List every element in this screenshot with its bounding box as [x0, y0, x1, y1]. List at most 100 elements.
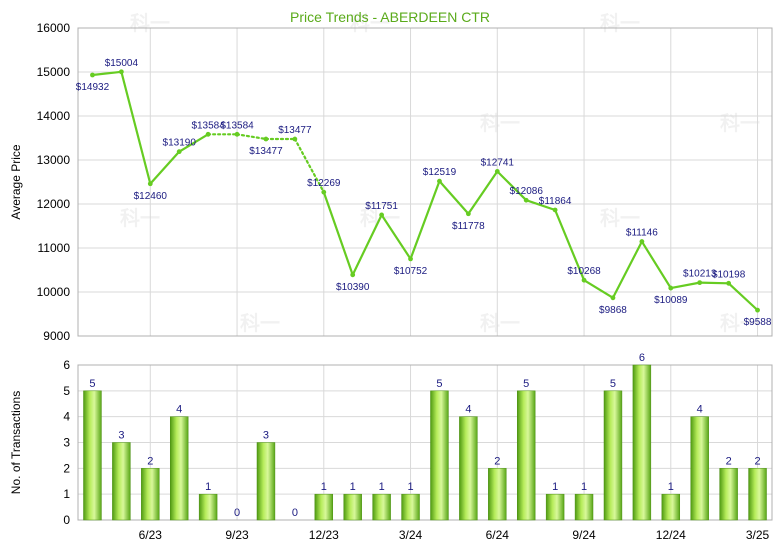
- price-point: [465, 211, 471, 217]
- price-point: [379, 212, 385, 218]
- price-line-segment: [409, 180, 441, 261]
- frame-layer: [77, 27, 773, 521]
- price-value-label: $12460: [134, 191, 168, 202]
- bar-value-label: 3: [263, 430, 269, 442]
- price-y-tick: 9000: [43, 329, 70, 343]
- chart-title: Price Trends - ABERDEEN CTR: [290, 9, 490, 25]
- transaction-bar: [430, 390, 449, 521]
- price-value-label: $14932: [76, 82, 110, 93]
- bar-value-label: 1: [321, 481, 327, 493]
- price-value-label: $12269: [307, 178, 341, 189]
- price-line-segment: [91, 70, 123, 77]
- transaction-bar: [632, 364, 652, 521]
- price-value-label: $13190: [163, 138, 197, 149]
- watermark-text: 科一: [120, 206, 160, 230]
- watermark-text: 科一: [350, 11, 390, 35]
- price-y-axis-label: Average Price: [9, 144, 23, 219]
- x-tick-label: 3/24: [399, 528, 423, 542]
- bar-y-axis-label: No. of Transactions: [9, 391, 23, 494]
- price-y-tick: 11000: [38, 241, 71, 255]
- price-point: [726, 280, 732, 286]
- price-value-label: $10089: [654, 295, 688, 306]
- transaction-bar: [748, 468, 767, 521]
- price-point: [639, 239, 645, 244]
- transaction-bar: [256, 442, 276, 521]
- price-y-tick: 12000: [37, 197, 71, 211]
- price-value-label: $9588: [744, 317, 772, 328]
- transaction-bar: [198, 493, 218, 521]
- x-tick-label: 6/23: [139, 528, 163, 542]
- bar-y-tick: 1: [63, 487, 70, 501]
- price-point: [668, 285, 674, 291]
- price-value-label: $11864: [539, 196, 572, 207]
- price-value-label: $11146: [626, 228, 658, 239]
- transaction-bar: [545, 493, 565, 521]
- bar-value-label: 4: [465, 404, 471, 416]
- bar-y-tick: 4: [63, 410, 70, 424]
- price-value-label: $13584: [220, 120, 254, 131]
- price-line-segment: [467, 170, 499, 215]
- bar-value-label: 1: [552, 481, 558, 493]
- price-line-segment: [698, 281, 730, 285]
- transaction-bar: [314, 493, 334, 521]
- bar-value-label: 5: [89, 378, 95, 390]
- x-tick-label: 6/24: [486, 528, 510, 542]
- transaction-bar: [459, 416, 478, 521]
- bar-value-label: 6: [639, 352, 645, 364]
- line-layer: [90, 69, 760, 313]
- bar-value-label: 2: [754, 455, 760, 467]
- labels-layer: 5 3 2 4 1 0 3 0 1 1 1 1 5 4 2 5 1 1 5 6 1 4 2 2 $14932 $15004 $124…: [76, 58, 772, 519]
- transaction-bar: [169, 416, 189, 521]
- transaction-bar: [516, 390, 536, 521]
- price-point: [494, 168, 500, 174]
- price-line-segment: [235, 133, 268, 141]
- price-line-segment: [611, 240, 643, 299]
- watermark-text: 科一: [480, 311, 520, 335]
- transaction-bar: [343, 493, 362, 521]
- price-point: [263, 136, 269, 142]
- watermark-text: 科一: [600, 11, 640, 35]
- price-y-tick: 16000: [37, 21, 71, 35]
- price-y-tick: 10000: [37, 285, 71, 299]
- price-line-segment: [149, 150, 181, 185]
- price-y-tick: 14000: [37, 109, 71, 123]
- bar-value-label: 1: [205, 481, 211, 493]
- bar-value-label: 1: [668, 481, 674, 493]
- transaction-bar: [574, 493, 594, 521]
- bar-value-label: 4: [697, 404, 703, 416]
- transaction-bar: [603, 390, 623, 521]
- price-line-segment: [582, 279, 615, 299]
- x-tick-label: 9/23: [225, 528, 249, 542]
- price-line-segment: [727, 282, 759, 312]
- transaction-bar: [488, 468, 507, 521]
- bar-y-tick: 2: [63, 461, 70, 475]
- price-point: [581, 277, 587, 283]
- watermark-text: 科一: [480, 111, 520, 135]
- price-value-label: $11778: [452, 221, 485, 232]
- bar-value-label: 5: [436, 378, 442, 390]
- price-value-label: $10213: [683, 269, 717, 280]
- price-line-segment: [351, 213, 383, 276]
- price-point: [610, 295, 616, 301]
- bars-layer: [83, 364, 767, 521]
- price-point: [147, 181, 153, 187]
- transaction-bar: [372, 493, 391, 521]
- price-value-label: $10268: [567, 266, 601, 277]
- bar-y-tick: 6: [63, 358, 70, 372]
- price-line-segment: [525, 199, 557, 212]
- bar-value-label: 0: [292, 507, 298, 519]
- bar-value-label: 1: [581, 481, 587, 493]
- price-line-segment: [293, 137, 325, 194]
- price-y-tick: 15000: [37, 65, 71, 79]
- x-tick-label: 3/25: [746, 528, 770, 542]
- transaction-bar: [719, 468, 738, 521]
- transaction-bar: [690, 416, 709, 521]
- price-value-label: $13584: [191, 120, 225, 131]
- price-plot-frame: [77, 27, 773, 337]
- price-value-label: $13477: [249, 146, 283, 157]
- price-point: [292, 136, 298, 142]
- price-point: [755, 307, 760, 313]
- price-line-segment: [380, 213, 412, 261]
- transaction-bar: [112, 442, 131, 521]
- price-line-segment: [178, 133, 210, 153]
